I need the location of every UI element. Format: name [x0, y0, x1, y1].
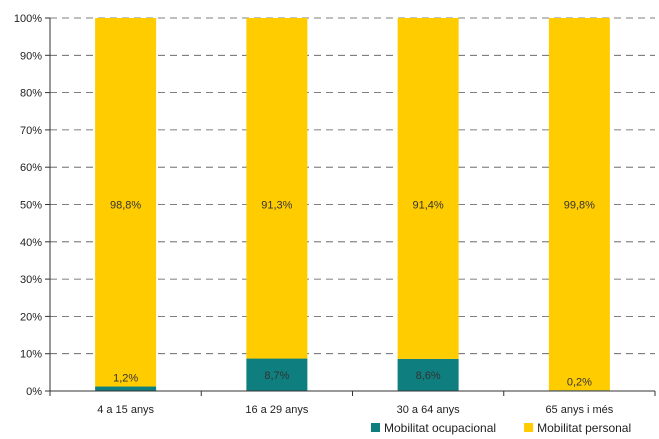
data-label: 91,4% — [413, 200, 444, 212]
bar-segment — [548, 18, 610, 391]
x-tick-label: 30 a 64 anys — [397, 404, 460, 416]
y-axis-ticks: 0% 10% 20% 30% 40% 50% 60% 70% 80% 90% 100% — [14, 13, 50, 398]
y-tick-label: 50% — [20, 200, 42, 212]
y-tick-label: 30% — [20, 274, 42, 286]
y-tick-label: 80% — [20, 88, 42, 100]
data-label: 0,2% — [567, 376, 592, 388]
bars — [95, 18, 610, 391]
legend-swatch — [371, 423, 380, 432]
data-label: 99,8% — [564, 200, 595, 212]
y-tick-label: 20% — [20, 311, 42, 323]
x-tick-label: 16 a 29 anys — [245, 404, 308, 416]
data-labels: 1,2% 98,8% 8,7% 91,3% 8,6% 91,4% 0,2% 99,8% — [110, 200, 595, 389]
legend: Mobilitat ocupacional Mobilitat personal — [371, 421, 631, 435]
y-tick-label: 100% — [14, 13, 42, 25]
legend-swatch — [524, 423, 534, 432]
y-tick-label: 40% — [20, 237, 42, 249]
x-tick-label: 65 anys i més — [545, 404, 613, 416]
y-tick-label: 90% — [20, 50, 42, 62]
bar-segment — [246, 358, 308, 391]
data-label: 1,2% — [113, 373, 138, 385]
bar-segment — [95, 18, 157, 387]
legend-label: Mobilitat ocupacional — [384, 421, 496, 435]
bar-segment — [246, 18, 308, 359]
y-tick-label: 10% — [20, 349, 42, 361]
x-tick-label: 4 a 15 anys — [97, 404, 154, 416]
legend-label: Mobilitat personal — [537, 421, 631, 435]
x-axis-ticks: 4 a 15 anys 16 a 29 anys 30 a 64 anys 65 an… — [49, 391, 656, 416]
y-tick-label: 60% — [20, 162, 42, 174]
data-label: 8,6% — [416, 370, 441, 382]
y-tick-label: 70% — [20, 125, 42, 137]
bar-segment — [95, 386, 157, 391]
data-label: 8,7% — [264, 370, 289, 382]
data-label: 98,8% — [110, 200, 141, 212]
bar-segment — [397, 18, 459, 359]
y-tick-label: 0% — [26, 386, 42, 398]
bar-segment — [397, 358, 459, 391]
data-label: 91,3% — [261, 200, 292, 212]
